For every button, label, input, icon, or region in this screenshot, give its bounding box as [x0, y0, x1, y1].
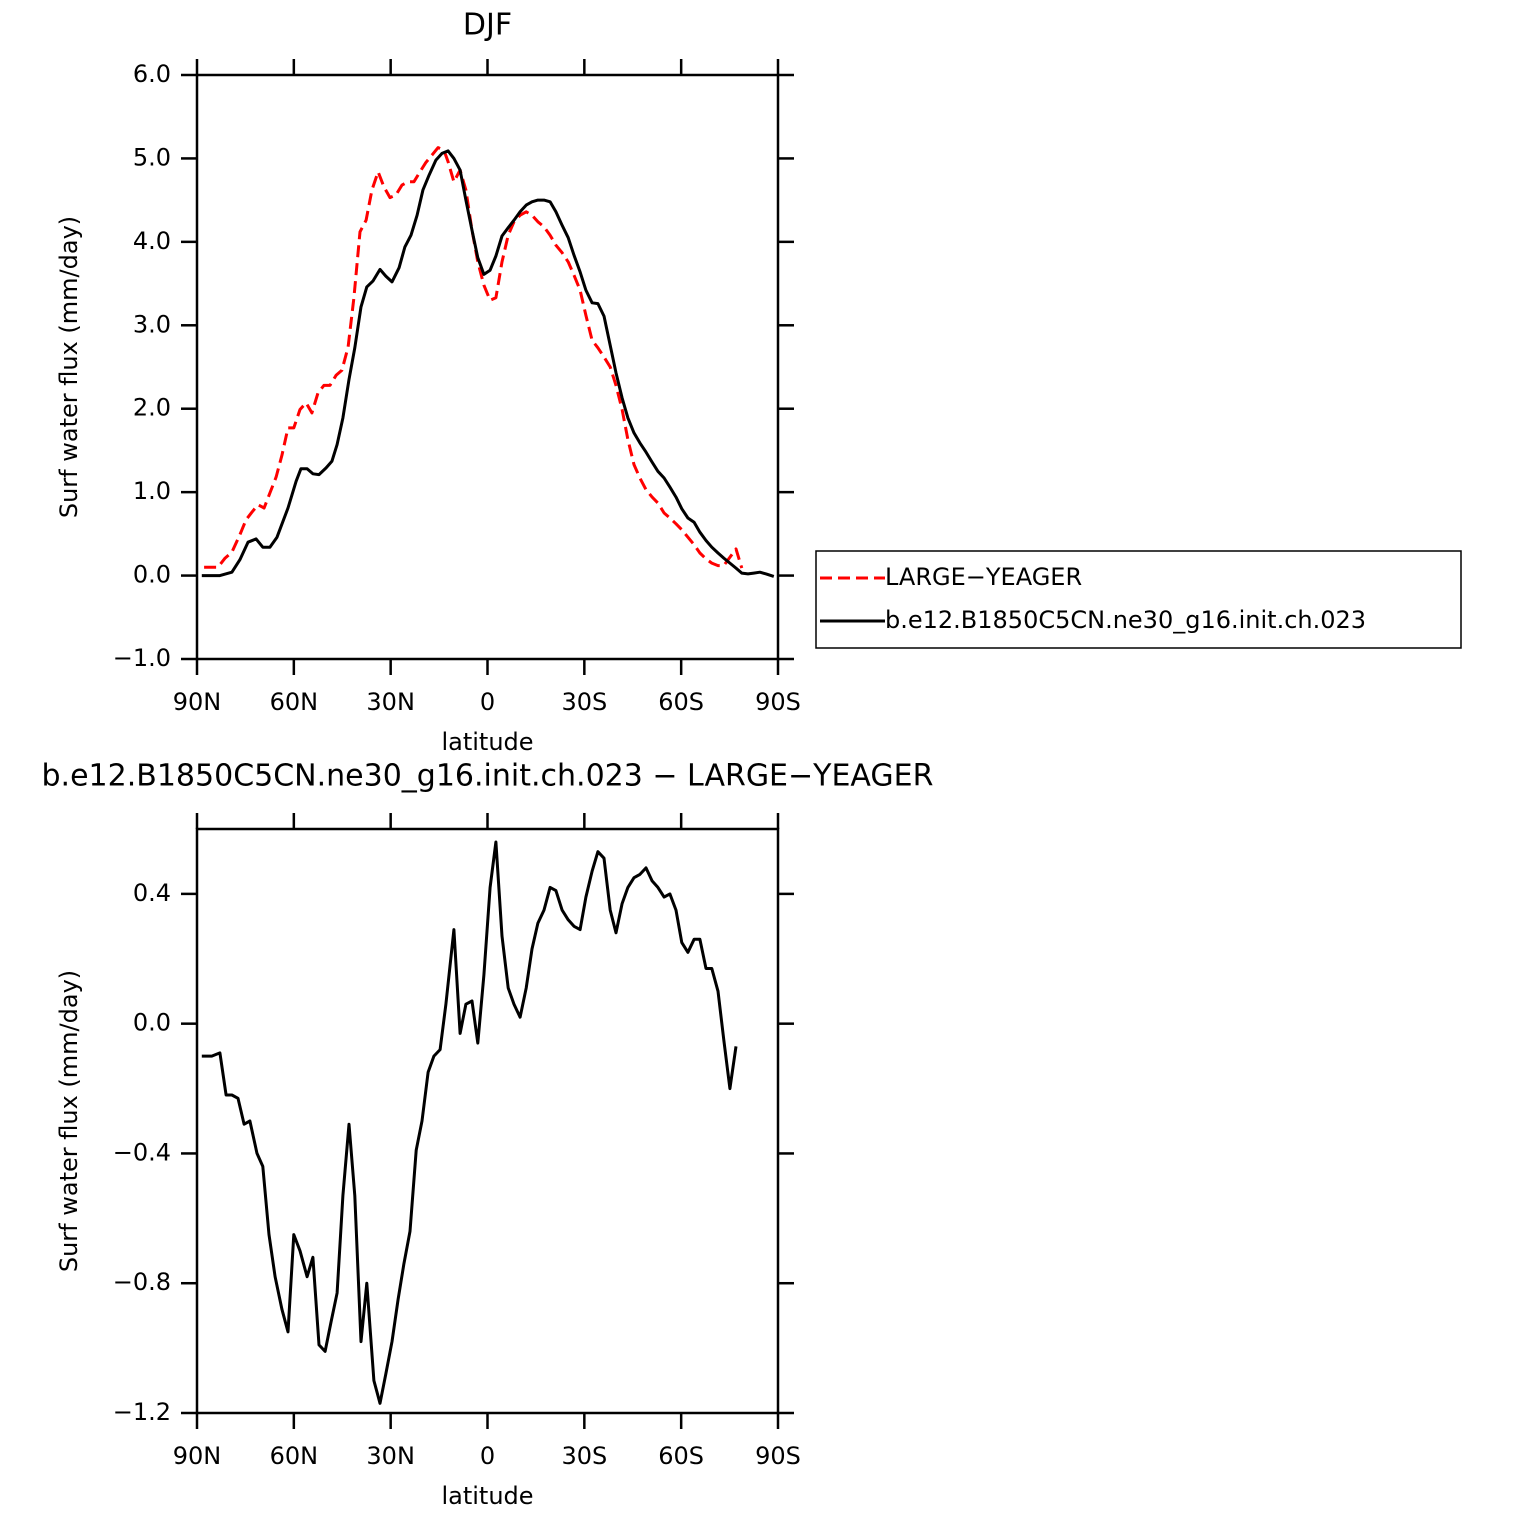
y-tick-label: −1.0	[113, 644, 171, 672]
x-tick-label: 90S	[755, 688, 801, 716]
x-tick-label: 30N	[366, 688, 415, 716]
x-tick-label: 60S	[658, 688, 704, 716]
data-line	[201, 840, 738, 1405]
y-tick-label: 6.0	[133, 60, 171, 88]
y-tick-label: 2.0	[133, 394, 171, 422]
x-tick-label: 90S	[755, 1442, 801, 1470]
y-tick-label: 0.0	[133, 1009, 171, 1037]
x-tick-label: 90N	[173, 688, 222, 716]
x-axis-label: latitude	[441, 1482, 533, 1510]
x-tick-label: 30S	[561, 1442, 607, 1470]
y-tick-label: −0.8	[113, 1268, 171, 1296]
x-tick-label: 0	[480, 688, 495, 716]
x-tick-label: 0	[480, 1442, 495, 1470]
y-tick-label: −1.2	[113, 1398, 171, 1426]
chart-title: b.e12.B1850C5CN.ne30_g16.init.ch.023 − L…	[42, 759, 934, 794]
x-tick-label: 30N	[366, 1442, 415, 1470]
x-tick-label: 60N	[270, 1442, 319, 1470]
legend-box	[815, 550, 1462, 649]
plot-frame	[195, 73, 780, 661]
legend-label: b.e12.B1850C5CN.ne30_g16.init.ch.023	[885, 606, 1366, 634]
y-tick-label: 1.0	[133, 477, 171, 505]
data-line	[201, 149, 775, 578]
y-tick-label: 0.4	[133, 879, 171, 907]
x-tick-label: 60S	[658, 1442, 704, 1470]
chart-title: DJF	[463, 8, 512, 43]
y-tick-label: 4.0	[133, 227, 171, 255]
x-axis-label: latitude	[441, 728, 533, 756]
legend-label: LARGE−YEAGER	[885, 563, 1082, 591]
y-tick-label: 0.0	[133, 561, 171, 589]
x-tick-label: 90N	[173, 1442, 222, 1470]
plot-frame	[195, 827, 780, 1415]
y-tick-label: −0.4	[113, 1138, 171, 1166]
x-tick-label: 60N	[270, 688, 319, 716]
data-line	[204, 146, 744, 569]
y-tick-label: 3.0	[133, 310, 171, 338]
x-tick-label: 30S	[561, 688, 607, 716]
y-axis-label: Surf water flux (mm/day)	[55, 970, 83, 1272]
y-tick-label: 5.0	[133, 143, 171, 171]
y-axis-label: Surf water flux (mm/day)	[55, 216, 83, 518]
